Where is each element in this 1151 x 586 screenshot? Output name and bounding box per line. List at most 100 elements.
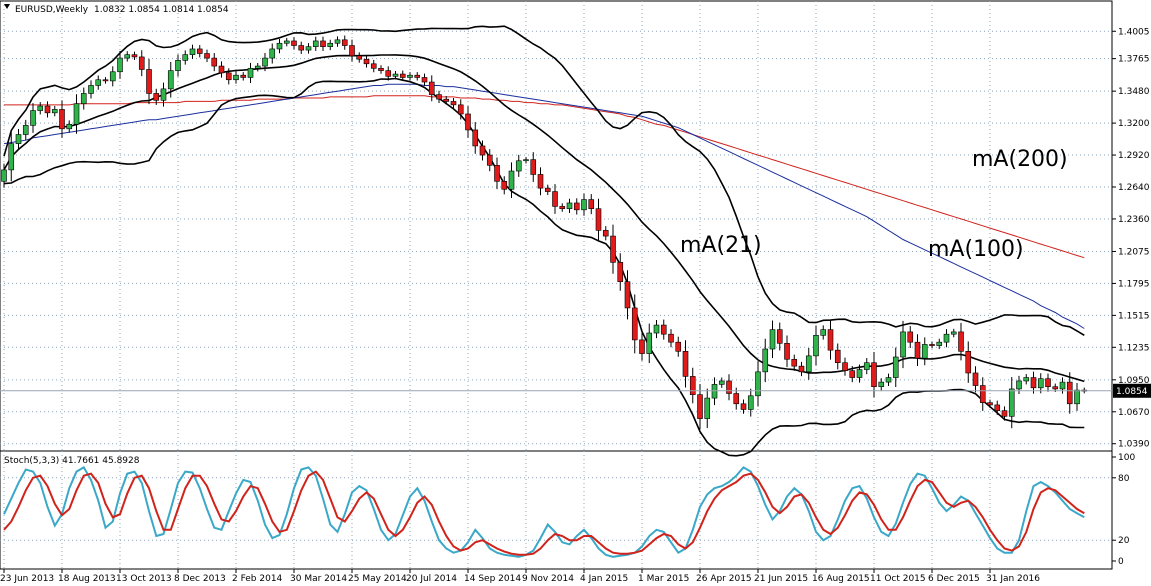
candle-body	[508, 170, 515, 190]
candle-body	[240, 74, 247, 78]
time-tick-label: 20 Jul 2014	[406, 574, 457, 584]
candle-body	[320, 40, 326, 47]
time-tick-label: 13 Oct 2013	[116, 574, 172, 584]
candle-body	[863, 362, 870, 370]
candle-body	[73, 103, 80, 125]
candle-body	[1037, 378, 1044, 389]
price-tick-label: 1.3765	[1118, 55, 1150, 65]
price-tick-label: 1.0390	[1118, 440, 1150, 450]
candle-body	[1052, 386, 1059, 390]
ma21-line	[3, 54, 1085, 383]
candle-body	[697, 394, 703, 419]
price-tick-label: 1.2640	[1118, 183, 1150, 193]
candle-body	[262, 57, 268, 67]
candle-body	[269, 48, 276, 59]
candle-body	[370, 63, 377, 69]
time-tick-label: 4 Jan 2015	[580, 574, 628, 584]
candle-body	[791, 358, 798, 367]
candle-body	[1030, 377, 1037, 389]
candle-body	[1059, 381, 1066, 390]
candle-body	[733, 393, 740, 405]
candle-body	[979, 385, 986, 403]
candle-body	[66, 123, 73, 130]
candle-body	[965, 351, 972, 374]
candle-body	[233, 74, 239, 81]
candle-body	[167, 70, 174, 90]
collapse-arrow-icon[interactable]	[4, 4, 10, 9]
candle-body	[660, 324, 667, 335]
candle-body	[1045, 378, 1051, 387]
time-axis: 23 Jun 2013 18 Aug 2013 13 Oct 2013 8 Dec 2…	[0, 569, 1040, 584]
price-tick-label: 1.0670	[1118, 408, 1150, 418]
time-tick-label: 2 Feb 2014	[232, 574, 283, 584]
stoch-main-line	[3, 466, 1085, 558]
candle-body	[349, 45, 355, 57]
candle-body	[153, 93, 160, 101]
candle-body	[501, 180, 508, 190]
candle-body	[356, 55, 363, 60]
candle-body	[51, 109, 58, 114]
stoch-label: Stoch(5,3,3) 41.7661 45.8928	[4, 456, 140, 466]
candle-body	[1074, 389, 1080, 405]
candle-body	[523, 159, 529, 162]
time-tick-label: 25 May 2014	[348, 574, 407, 584]
candle-body	[834, 349, 841, 364]
candle-body	[1023, 377, 1030, 382]
upper-band-line	[3, 25, 1085, 336]
time-tick-label: 30 Mar 2014	[290, 574, 347, 584]
candle-body	[682, 351, 689, 377]
candle-body	[109, 71, 116, 82]
candle-body	[958, 331, 964, 352]
candle-body	[842, 362, 848, 371]
candle-body	[936, 341, 943, 346]
candle-body	[856, 369, 863, 378]
candle-body	[668, 333, 674, 343]
candle-body	[602, 230, 609, 237]
candle-body	[929, 344, 935, 346]
price-tick-label: 1.1235	[1118, 343, 1150, 353]
candle-body	[726, 380, 732, 394]
candle-body	[102, 79, 109, 82]
candle-body	[218, 65, 225, 74]
price-tick-label: 1.4005	[1118, 27, 1150, 37]
candle-body	[392, 73, 399, 77]
price-tick-label: 1.1515	[1118, 311, 1150, 321]
candle-body	[689, 376, 696, 395]
candle-body	[573, 202, 580, 211]
candle-body	[878, 381, 885, 387]
candle-body	[950, 331, 957, 335]
stoch-tick-label: 20	[1118, 536, 1130, 546]
stoch-tick-label: 0	[1118, 557, 1124, 567]
candle-body	[515, 160, 522, 172]
candle-body	[472, 129, 479, 147]
candle-body	[675, 341, 682, 352]
candle-body	[827, 329, 834, 351]
candle-body	[987, 402, 993, 406]
candle-body	[283, 40, 290, 44]
candle-body	[407, 74, 413, 78]
candle-body	[378, 68, 384, 71]
candle-body	[457, 104, 464, 115]
candle-body	[95, 79, 102, 86]
time-tick-label: 16 Aug 2015	[812, 574, 870, 584]
ma100-line	[3, 83, 1085, 329]
candle-body	[776, 329, 783, 344]
candle-body	[921, 344, 928, 359]
candle-body	[59, 109, 65, 130]
candle-body	[610, 235, 616, 263]
candle-body	[747, 395, 754, 410]
candlestick-series	[1, 35, 1088, 430]
time-tick-label: 11 Oct 2015	[870, 574, 926, 584]
candle-body	[1066, 381, 1073, 405]
stoch-axis: 100 80 20 0	[1112, 453, 1135, 567]
price-tick-label: 1.3480	[1118, 87, 1150, 97]
candle-body	[588, 199, 595, 209]
candle-body	[755, 371, 761, 397]
annotation-ma21: mA(21)	[680, 233, 762, 258]
candle-body	[305, 46, 312, 51]
candle-body	[566, 202, 573, 209]
candle-body	[421, 77, 428, 83]
candle-body	[885, 377, 892, 383]
